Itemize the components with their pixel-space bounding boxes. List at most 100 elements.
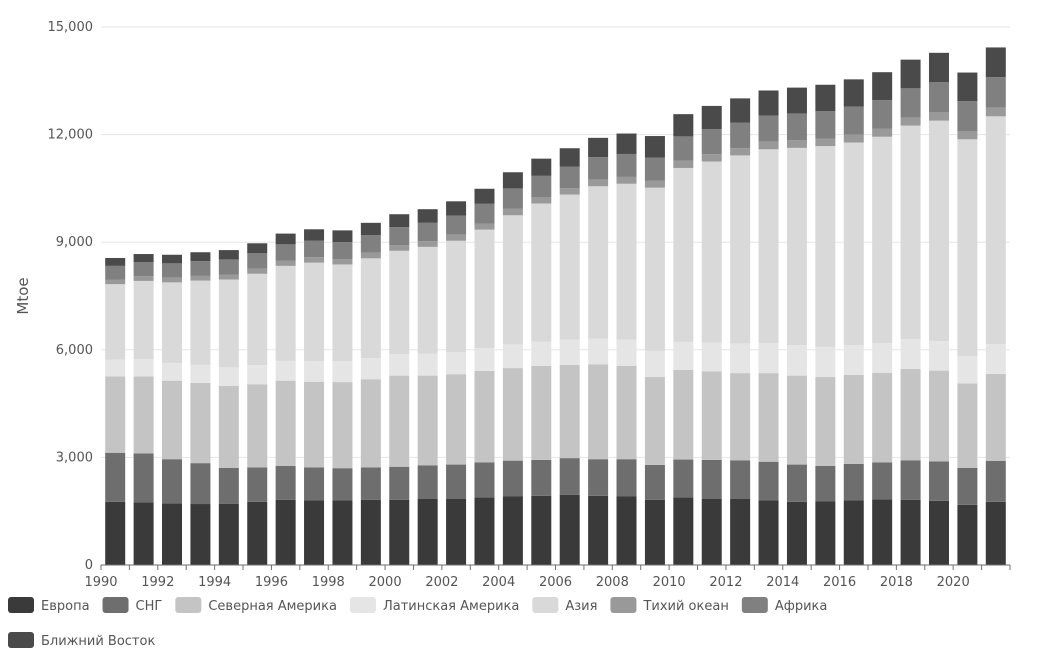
bar-segment [133, 453, 154, 503]
legend-label: СНГ [136, 599, 163, 614]
bar-segment [360, 258, 381, 359]
bar-segment [985, 77, 1006, 108]
legend-swatch [610, 597, 637, 613]
bar-segment [332, 382, 353, 469]
x-tick-label: 1990 [84, 575, 117, 590]
legend-item[interactable]: Латинская Америка [349, 597, 519, 614]
bar-segment [730, 148, 751, 156]
bar-segment [446, 201, 467, 216]
bar-segment [247, 243, 268, 254]
legend-item[interactable]: СНГ [102, 597, 163, 614]
bar-segment [531, 197, 552, 204]
bar-segment [616, 153, 637, 177]
bar-segment [502, 208, 523, 216]
bar-segment [730, 460, 751, 500]
bar-segment [815, 84, 836, 112]
bar-segment [758, 342, 779, 374]
bar-segment [786, 140, 807, 148]
legend-item[interactable]: Тихий океан [610, 597, 729, 614]
bar-segment [162, 263, 183, 278]
bar-segment [360, 235, 381, 253]
bar-segment [928, 461, 949, 501]
bar-segment [616, 365, 637, 460]
bar-segment [815, 346, 836, 378]
bar-segment [162, 282, 183, 364]
y-tick-label: 12,000 [48, 128, 94, 143]
bar-segment [758, 141, 779, 150]
bar-segment [673, 497, 694, 565]
bar-segment [446, 351, 467, 375]
bar-segment [701, 154, 722, 162]
bar-segment [502, 215, 523, 345]
bar-segment [417, 241, 438, 247]
bar-segment [304, 262, 325, 362]
bar-segment [786, 501, 807, 565]
bar-segment [985, 47, 1006, 78]
bar-segment [730, 155, 751, 344]
bar-segment [673, 369, 694, 460]
bar-segment [446, 234, 467, 241]
bar-segment [105, 284, 126, 360]
bar-segment [758, 373, 779, 462]
legend-swatch [741, 597, 768, 613]
bar-segment [162, 459, 183, 504]
bar-segment [474, 188, 495, 204]
bar-segment [218, 274, 239, 280]
bar-segment [758, 149, 779, 343]
bar-segment [389, 245, 410, 251]
bar-segment [985, 373, 1006, 461]
bar-segment [900, 368, 921, 461]
bars [105, 47, 1006, 565]
legend-item[interactable]: Африка [741, 597, 828, 614]
bar-segment [133, 502, 154, 565]
bar-segment [588, 157, 609, 180]
bar-segment [190, 463, 211, 505]
legend-swatch [175, 597, 202, 613]
bar-segment [332, 468, 353, 501]
bar-segment [928, 52, 949, 83]
bar-segment [616, 496, 637, 565]
bar-segment [218, 279, 239, 368]
bar-segment [701, 498, 722, 565]
bar-segment [474, 229, 495, 349]
bar-segment [559, 364, 580, 459]
bar-segment [360, 358, 381, 380]
bar-segment [417, 465, 438, 499]
bar-segment [644, 180, 665, 188]
bar-segment [843, 463, 864, 501]
bar-segment [872, 72, 893, 101]
bar-segment [275, 244, 296, 261]
legend-item[interactable]: Северная Америка [175, 597, 337, 614]
legend-label: Северная Америка [208, 599, 337, 614]
y-tick-label: 0 [85, 558, 93, 573]
bar-segment [247, 365, 268, 385]
legend-item[interactable]: Европа [8, 597, 90, 614]
bar-segment [247, 268, 268, 274]
bar-segment [190, 382, 211, 464]
bar-segment [559, 458, 580, 495]
bar-segment [389, 499, 410, 565]
bar-segment [474, 497, 495, 565]
bar-segment [446, 240, 467, 352]
legend-item[interactable]: Ближний Восток [8, 632, 155, 649]
bar-segment [360, 499, 381, 565]
legend-label: Латинская Америка [383, 599, 519, 614]
legend[interactable]: Европа СНГ Северная Америка Латинская Амери… [8, 597, 827, 649]
bar-segment [559, 194, 580, 340]
legend-swatch [8, 632, 34, 648]
bar-segment [616, 133, 637, 154]
bar-segment [730, 343, 751, 374]
bar-segment [531, 158, 552, 176]
legend-item[interactable]: Азия [532, 597, 597, 614]
bar-segment [190, 261, 211, 276]
bar-segment [133, 276, 154, 281]
y-tick-label: 15,000 [48, 20, 94, 35]
bar-segment [701, 459, 722, 499]
bar-segment [985, 344, 1006, 374]
bar-segment [815, 111, 836, 139]
bar-segment [417, 498, 438, 565]
bar-segment [502, 172, 523, 189]
bar-segment [218, 467, 239, 504]
bar-segment [502, 460, 523, 497]
bar-segment [133, 359, 154, 377]
